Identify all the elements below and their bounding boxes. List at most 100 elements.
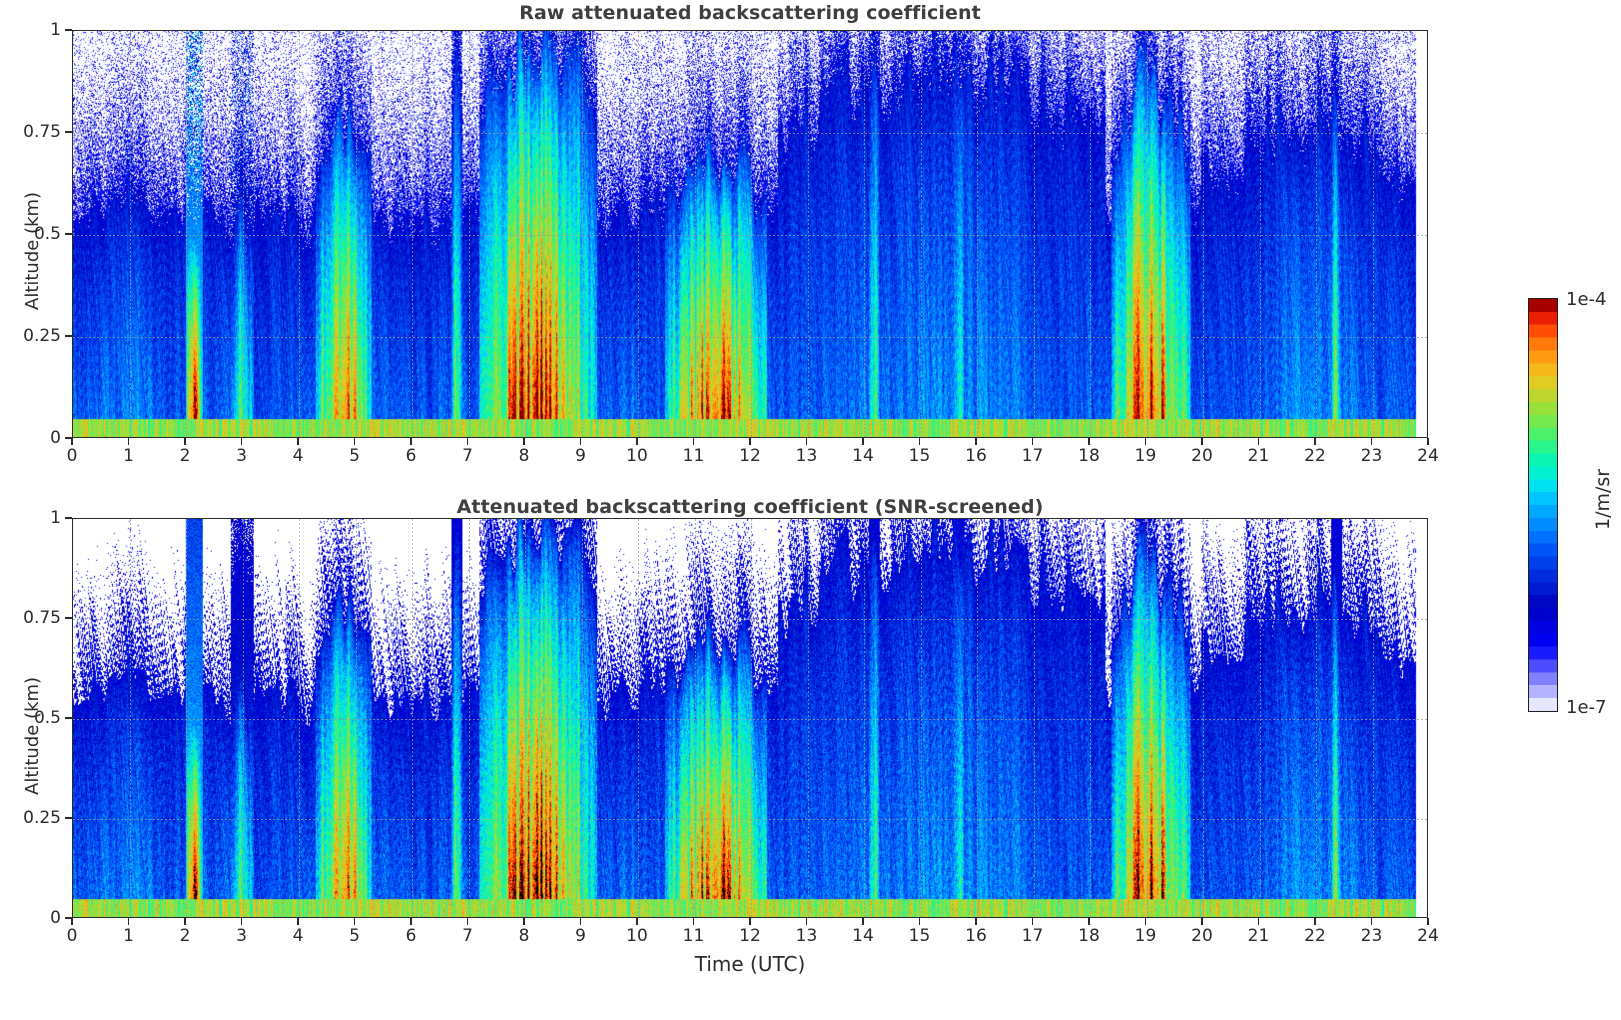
x-tick-label: 10 — [626, 446, 648, 466]
x-tick-label: 6 — [405, 446, 417, 466]
x-tick-mark — [297, 918, 299, 925]
x-tick-mark — [1427, 438, 1429, 445]
x-tick-label: 3 — [236, 446, 247, 466]
y-tick-label: 0 — [50, 908, 61, 928]
colorbar-min-label: 1e-7 — [1566, 697, 1607, 718]
x-tick-mark — [1144, 918, 1147, 925]
y-tick-label: 0 — [50, 428, 61, 448]
y-tick-mark — [65, 131, 72, 133]
x-tick-label: 20 — [1191, 926, 1213, 946]
x-tick-mark — [410, 918, 412, 925]
x-tick-label: 11 — [682, 446, 705, 466]
x-tick-mark — [1201, 918, 1203, 925]
y-tick-mark — [65, 437, 72, 439]
x-tick-label: 5 — [349, 926, 360, 946]
x-tick-mark — [805, 918, 808, 925]
x-tick-label: 12 — [739, 446, 761, 466]
x-tick-mark — [410, 438, 412, 445]
x-tick-label: 5 — [349, 446, 360, 466]
x-tick-mark — [579, 918, 582, 925]
x-tick-label: 9 — [575, 446, 586, 466]
x-tick-mark — [1088, 438, 1090, 445]
y-axis-label-screened: Altitude (km) — [22, 676, 43, 795]
x-tick-mark — [127, 438, 130, 445]
x-tick-label: 17 — [1021, 446, 1044, 466]
x-tick-mark — [862, 918, 864, 925]
y-tick-label: 0.25 — [23, 808, 61, 828]
x-tick-label: 13 — [795, 926, 818, 946]
x-tick-label: 23 — [1360, 926, 1383, 946]
y-tick-label: 0.5 — [33, 224, 61, 244]
x-tick-mark — [466, 438, 469, 445]
colorbar-gradient — [1528, 298, 1558, 712]
x-tick-mark — [1370, 918, 1373, 925]
x-tick-mark — [579, 438, 582, 445]
x-tick-mark — [975, 438, 977, 445]
x-tick-label: 16 — [965, 446, 987, 466]
x-tick-label: 22 — [1304, 446, 1326, 466]
x-tick-label: 4 — [292, 926, 304, 946]
x-tick-mark — [692, 438, 695, 445]
x-tick-mark — [1201, 438, 1203, 445]
x-tick-mark — [1031, 438, 1034, 445]
y-tick-label: 0.25 — [23, 326, 61, 346]
x-tick-label: 6 — [405, 926, 417, 946]
x-tick-label: 7 — [462, 926, 473, 946]
x-tick-label: 23 — [1360, 446, 1383, 466]
x-tick-label: 24 — [1417, 446, 1439, 466]
x-tick-mark — [184, 438, 186, 445]
x-tick-label: 19 — [1134, 446, 1157, 466]
x-tick-mark — [1088, 918, 1090, 925]
x-tick-label: 10 — [626, 926, 648, 946]
x-tick-mark — [1257, 438, 1260, 445]
x-tick-mark — [523, 918, 525, 925]
x-tick-mark — [805, 438, 808, 445]
x-tick-label: 21 — [1247, 926, 1270, 946]
y-tick-mark — [65, 29, 72, 31]
colorbar — [1528, 298, 1558, 712]
x-tick-mark — [240, 918, 243, 925]
x-tick-mark — [1144, 438, 1147, 445]
plot-area-screened — [72, 518, 1428, 918]
x-tick-label: 19 — [1134, 926, 1157, 946]
x-tick-label: 15 — [908, 446, 931, 466]
x-tick-label: 9 — [575, 926, 586, 946]
x-tick-label: 3 — [236, 926, 247, 946]
x-tick-label: 20 — [1191, 446, 1213, 466]
x-tick-label: 0 — [66, 446, 78, 466]
y-tick-mark — [65, 817, 72, 819]
x-tick-mark — [749, 918, 751, 925]
x-tick-label: 22 — [1304, 926, 1326, 946]
x-tick-mark — [1370, 438, 1373, 445]
x-tick-label: 8 — [518, 446, 530, 466]
panel-title-screened: Attenuated backscattering coefficient (S… — [456, 496, 1044, 518]
x-tick-mark — [918, 438, 921, 445]
x-tick-label: 14 — [852, 926, 874, 946]
y-tick-mark — [65, 517, 72, 519]
x-tick-label: 8 — [518, 926, 530, 946]
y-tick-label: 1 — [50, 20, 61, 40]
x-tick-mark — [71, 918, 73, 925]
x-tick-mark — [466, 918, 469, 925]
y-tick-mark — [65, 233, 72, 235]
x-tick-label: 24 — [1417, 926, 1439, 946]
y-tick-mark — [65, 717, 72, 719]
y-tick-mark — [65, 917, 72, 919]
y-tick-mark — [65, 617, 72, 619]
x-tick-label: 4 — [292, 446, 304, 466]
x-tick-mark — [71, 438, 73, 445]
heatmap-raw — [73, 31, 1427, 437]
x-tick-label: 1 — [123, 926, 134, 946]
x-tick-mark — [240, 438, 243, 445]
x-tick-mark — [636, 918, 638, 925]
x-tick-label: 15 — [908, 926, 931, 946]
x-tick-label: 16 — [965, 926, 987, 946]
x-tick-label: 21 — [1247, 446, 1270, 466]
colorbar-unit-label: 1/m/sr — [1592, 468, 1614, 530]
x-tick-mark — [1031, 918, 1034, 925]
x-tick-mark — [353, 918, 356, 925]
plot-area-raw — [72, 30, 1428, 438]
x-tick-label: 0 — [66, 926, 78, 946]
x-tick-mark — [523, 438, 525, 445]
